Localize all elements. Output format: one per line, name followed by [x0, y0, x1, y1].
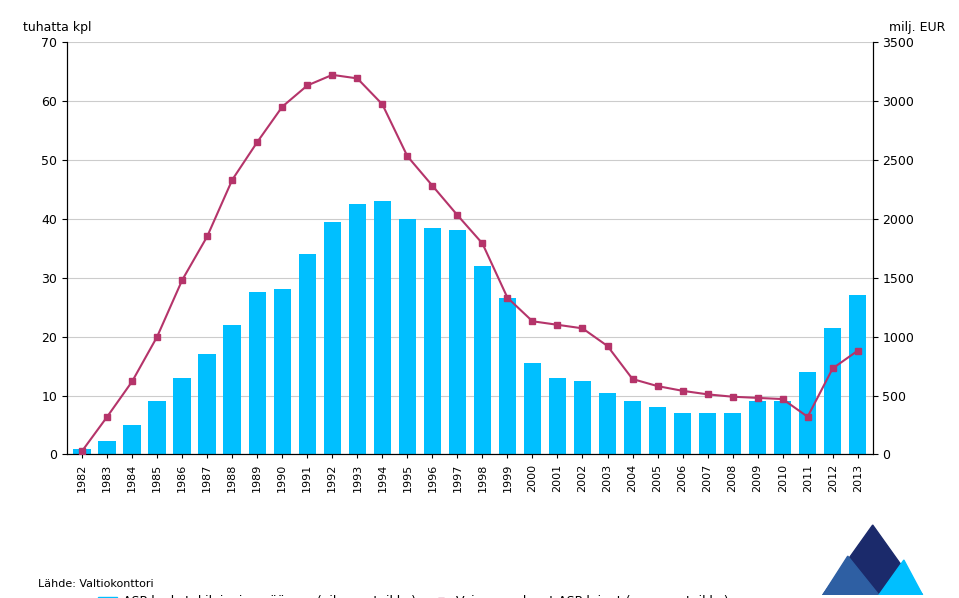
Bar: [323, 222, 341, 454]
Bar: [849, 295, 866, 454]
Polygon shape: [878, 560, 923, 595]
Bar: [499, 298, 516, 454]
Bar: [549, 378, 566, 454]
Bar: [248, 292, 266, 454]
Y-axis label: tuhatta kpl: tuhatta kpl: [23, 20, 91, 33]
Bar: [374, 201, 391, 454]
Bar: [749, 401, 766, 454]
Bar: [424, 228, 441, 454]
Bar: [273, 289, 291, 454]
Bar: [149, 401, 166, 454]
Text: Lähde: Valtiokonttori: Lähde: Valtiokonttori: [38, 579, 154, 589]
Bar: [623, 401, 642, 454]
Polygon shape: [823, 525, 923, 595]
Bar: [649, 407, 667, 454]
Bar: [399, 219, 416, 454]
Bar: [824, 328, 841, 454]
Bar: [699, 413, 716, 454]
Bar: [223, 325, 241, 454]
Bar: [298, 254, 316, 454]
Bar: [474, 266, 491, 454]
Y-axis label: milj. EUR: milj. EUR: [889, 20, 946, 33]
Bar: [598, 393, 617, 454]
Legend: ASP-korkotukilainojen pääoma (oikea asteikko), Voimassaolevat ASP-lainat (vasen : ASP-korkotukilainojen pääoma (oikea aste…: [93, 590, 734, 598]
Bar: [724, 413, 741, 454]
Bar: [74, 448, 91, 454]
Bar: [524, 363, 541, 454]
Bar: [174, 378, 191, 454]
Bar: [674, 413, 691, 454]
Bar: [199, 354, 216, 454]
Bar: [799, 372, 816, 454]
Bar: [99, 441, 116, 454]
Bar: [573, 381, 592, 454]
Bar: [348, 204, 366, 454]
Polygon shape: [823, 556, 878, 595]
Bar: [124, 425, 141, 454]
Bar: [449, 230, 466, 454]
Bar: [774, 401, 791, 454]
